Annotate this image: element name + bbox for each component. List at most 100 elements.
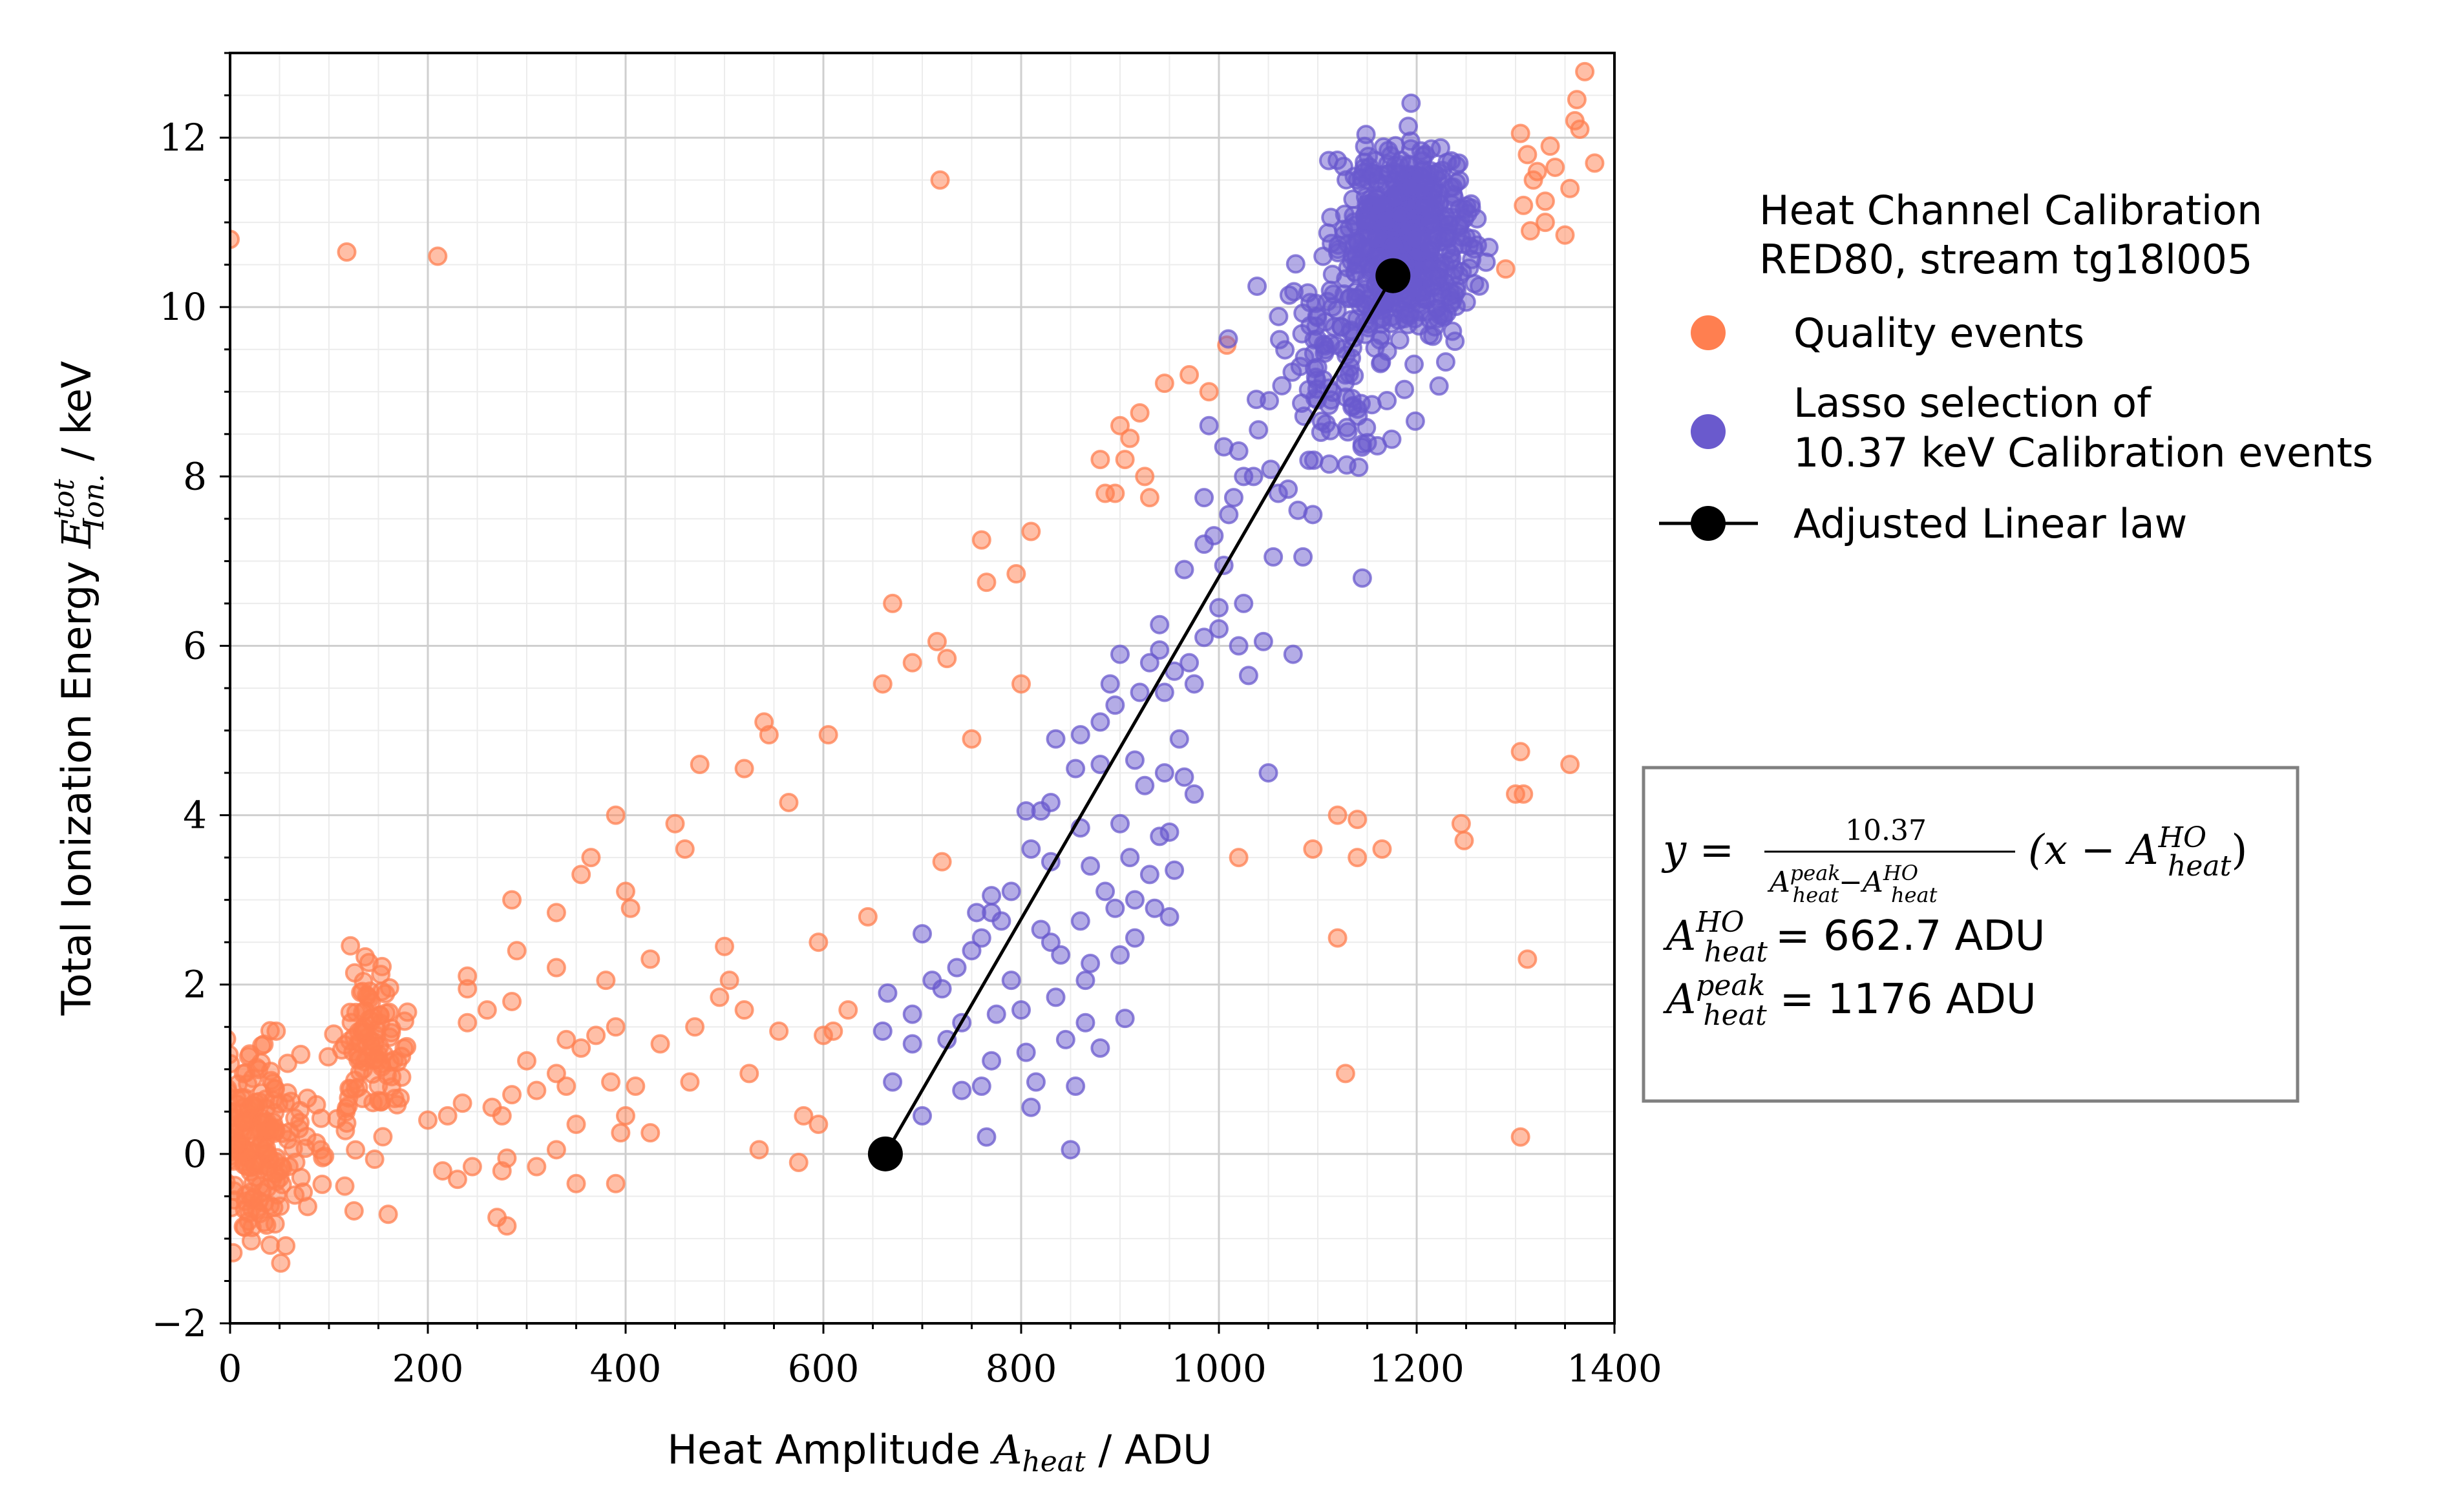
quality-event-point [1555, 225, 1575, 245]
lasso-event-point [1264, 547, 1284, 567]
lasso-event-point [1420, 240, 1440, 260]
quality-event-point [230, 1045, 239, 1064]
quality-event-point [932, 852, 952, 872]
quality-event-point [1585, 153, 1605, 173]
quality-event-point [1567, 90, 1587, 110]
quality-event-point [458, 1013, 478, 1033]
quality-event-point [962, 729, 982, 749]
lasso-event-point [1159, 907, 1179, 927]
lasso-event-point [1016, 801, 1036, 821]
lasso-event-point [1001, 971, 1021, 991]
quality-event-point [1520, 221, 1540, 241]
quality-event-point [675, 839, 695, 859]
lasso-event-point [902, 1034, 922, 1054]
lasso-event-point [1154, 763, 1174, 783]
lasso-event-point [1066, 1076, 1086, 1097]
quality-event-point [266, 1021, 286, 1041]
lasso-event-point [1125, 750, 1145, 770]
legend-quality-marker [1691, 315, 1726, 350]
lasso-event-point [1174, 560, 1194, 580]
linear-law-point [867, 1136, 903, 1171]
quality-event-point [397, 1002, 418, 1022]
quality-event-point [546, 958, 566, 978]
quality-event-point [719, 971, 739, 991]
quality-event-point [341, 936, 361, 956]
quality-event-point [375, 983, 396, 1003]
quality-event-point [566, 1114, 586, 1134]
quality-event-point [1130, 403, 1150, 423]
legend-title-line1: Heat Channel Calibration [1759, 187, 2262, 234]
quality-event-point [250, 1176, 270, 1196]
quality-event-point [260, 1235, 280, 1255]
quality-event-point [788, 1152, 809, 1172]
quality-event-point [1518, 949, 1538, 969]
lasso-event-point [1283, 644, 1303, 664]
lasso-event-point [1150, 614, 1170, 635]
quality-event-point [355, 947, 375, 967]
quality-event-point [230, 1243, 243, 1263]
quality-event-point [611, 1123, 631, 1143]
quality-event-point [354, 1059, 374, 1079]
legend-linear-label: Adjusted Linear law [1793, 500, 2187, 547]
quality-event-point [477, 1000, 497, 1020]
lasso-event-point [1404, 354, 1424, 374]
y-tick-label: 10 [159, 285, 207, 329]
quality-event-point [527, 1157, 547, 1177]
lasso-event-point [1243, 467, 1264, 487]
lasso-event-point [1218, 329, 1238, 349]
linear-law-line [883, 275, 1395, 1155]
lasso-event-point [1246, 390, 1266, 410]
quality-event-point [1560, 178, 1580, 198]
lasso-event-point [1199, 415, 1219, 436]
quality-events-series [208, 61, 1605, 1273]
lasso-event-point [1105, 695, 1125, 715]
quality-event-point [1139, 488, 1159, 508]
lasso-event-point [1194, 488, 1214, 508]
lasso-event-point [1169, 729, 1189, 749]
x-axis-title: Heat Amplitude Aheat / ADU [667, 1426, 1212, 1478]
lasso-event-point [1429, 376, 1449, 396]
lasso-event-point [1450, 171, 1470, 191]
quality-event-point [685, 1017, 705, 1037]
quality-event-point [1090, 450, 1110, 470]
lasso-event-point [1346, 246, 1366, 266]
lasso-event-point [1021, 1097, 1041, 1117]
lasso-event-point [1021, 839, 1041, 859]
quality-event-point [357, 985, 377, 1005]
lasso-event-point [1415, 196, 1435, 216]
x-tick-label: 0 [218, 1347, 242, 1391]
quality-event-point [930, 170, 950, 190]
quality-event-point [240, 1044, 260, 1064]
quality-event-point [1327, 805, 1348, 825]
quality-event-point [208, 1121, 225, 1138]
quality-event-point [295, 1139, 315, 1159]
quality-event-point [566, 1173, 586, 1193]
lasso-event-point [1339, 218, 1359, 238]
quality-event-point [586, 1025, 606, 1045]
quality-event-point [1527, 162, 1547, 182]
lasso-event-point [1410, 302, 1430, 322]
lasso-event-point [1318, 151, 1338, 171]
lasso-event-point [1428, 162, 1448, 182]
quality-event-point [838, 1000, 858, 1020]
quality-event-point [291, 1168, 311, 1188]
quality-event-point [1451, 814, 1471, 834]
quality-event-point [270, 1196, 290, 1216]
lasso-event-point [1285, 254, 1306, 274]
lasso-event-point [1292, 393, 1312, 413]
quality-event-point [233, 1064, 253, 1084]
quality-event-point [346, 1140, 366, 1160]
lasso-event-point [1090, 1038, 1110, 1058]
lasso-event-point [1390, 330, 1410, 350]
lasso-event-point [1320, 280, 1340, 300]
quality-event-point [438, 1106, 458, 1126]
quality-event-point [497, 1216, 517, 1236]
lasso-event-point [1041, 932, 1061, 952]
quality-event-point [502, 890, 522, 910]
formula-peak-value: Apeak heat = 1176 ADU [1663, 969, 2036, 1032]
lasso-event-point [1303, 505, 1323, 525]
quality-event-point [298, 1197, 318, 1217]
quality-event-point [601, 1072, 621, 1092]
quality-event-point [271, 1253, 291, 1273]
